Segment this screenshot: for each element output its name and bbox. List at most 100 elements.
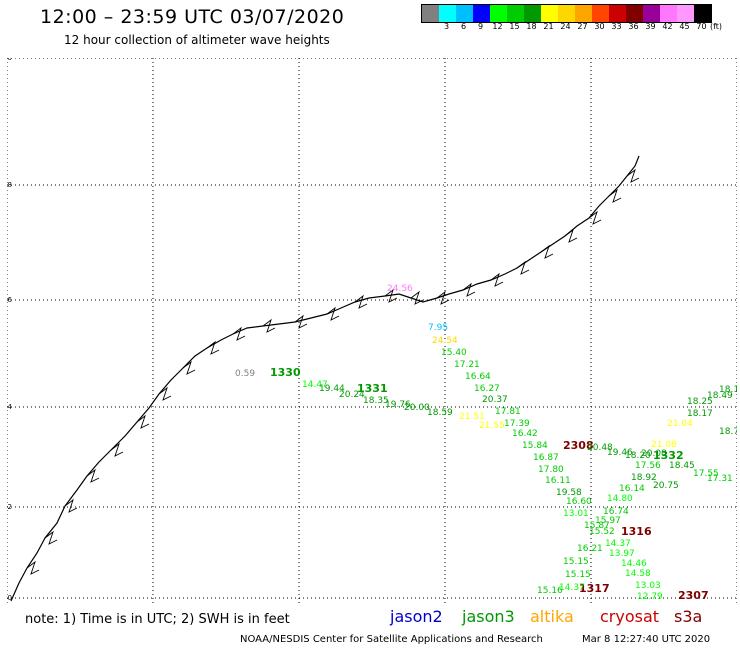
wave-height-reading: 16.74 — [603, 507, 629, 517]
legend-label: 9 — [477, 22, 484, 31]
legend-swatch — [609, 5, 626, 22]
wave-height-reading: 15.52 — [589, 527, 615, 537]
wave-height-reading: 18.59 — [427, 408, 453, 418]
wave-height-reading: 18.49 — [707, 391, 733, 401]
legend-label: 36 — [628, 22, 639, 31]
wave-height-reading: 14.37 — [605, 539, 631, 549]
legend-swatch — [643, 5, 660, 22]
wave-height-reading: 21.08 — [651, 440, 677, 450]
coastline-fjord — [262, 318, 276, 333]
coastline-fjord — [110, 442, 124, 457]
coastline-fjord — [294, 314, 308, 329]
page-subtitle: 12 hour collection of altimeter wave hei… — [64, 33, 330, 47]
legend-label: 33 — [611, 22, 622, 31]
wave-height-reading: 19.46 — [607, 448, 633, 458]
wave-height-reading: 17.55 — [693, 469, 719, 479]
wave-height-reading: 14.37 — [559, 583, 585, 593]
wave-height-reading: 21.55 — [479, 421, 505, 431]
pass-label: 1316 — [621, 525, 652, 538]
wave-height-reading: 20.24 — [339, 390, 365, 400]
wave-height-reading: 16.21 — [577, 544, 603, 554]
legend-label: 21 — [543, 22, 554, 31]
wave-height-reading: 18.45 — [669, 461, 695, 471]
wave-height-reading: 17.56 — [635, 461, 661, 471]
legend-swatch — [439, 5, 456, 22]
wave-height-reading: 16.42 — [512, 429, 538, 439]
wave-height-reading: 18.92 — [631, 473, 657, 483]
coastline-fjord — [326, 306, 340, 321]
wave-height-reading: 13.01 — [563, 509, 589, 519]
legend-label: 45 — [679, 22, 690, 31]
wave-height-reading: 18.25 — [687, 397, 713, 407]
pass-label: 1331 — [357, 382, 388, 395]
legend-swatch — [473, 5, 490, 22]
coastline-fjord — [564, 228, 578, 243]
legend-label: 39 — [645, 22, 656, 31]
latitude-label: 60 — [7, 594, 12, 602]
legend-swatch — [456, 5, 473, 22]
pass-label: 2308 — [563, 439, 594, 452]
coastline-fjord — [384, 288, 398, 303]
wave-height-reading: 18.20 — [625, 451, 651, 461]
wave-height-reading: 7.95 — [428, 323, 448, 333]
wave-height-reading: 16.14 — [619, 484, 645, 494]
wave-height-reading: 20.75 — [653, 481, 679, 491]
legend-label: 12 — [492, 22, 503, 31]
wave-height-reading: 18.35 — [363, 396, 389, 406]
coastline-fjord — [516, 260, 530, 275]
wave-height-reading: 18.73 — [719, 427, 737, 437]
wave-height-reading: 24.54 — [432, 336, 458, 346]
wave-height-reading: 16.60 — [566, 497, 592, 507]
coastline-fjord — [64, 498, 78, 513]
coastline-fjord — [410, 290, 424, 305]
satellite-jason2: jason2 — [390, 607, 443, 626]
coastline-fjord — [608, 188, 622, 203]
wave-height-reading: 20.08 — [641, 449, 667, 459]
wave-height-reading: 14.58 — [625, 569, 651, 579]
wave-height-reading: 20.48 — [587, 443, 613, 453]
coastline-fjord — [540, 244, 554, 259]
wave-height-reading: 14.46 — [621, 559, 647, 569]
wave-height-reading: 21.51 — [459, 412, 485, 422]
legend-swatch — [422, 5, 439, 22]
coastline-fjord — [354, 294, 368, 309]
wave-height-reading: 13.03 — [635, 581, 661, 591]
coastline-fjord — [232, 326, 246, 341]
credit-line: NOAA/NESDIS Center for Satellite Applica… — [240, 634, 543, 645]
coastline-fjord — [490, 272, 504, 287]
coastline-fjord — [136, 414, 150, 429]
wave-height-reading: 15.87 — [584, 521, 610, 531]
legend-swatch — [507, 5, 524, 22]
wave-height-reading: 19.76 — [385, 400, 411, 410]
wave-height-reading: 15.97 — [595, 516, 621, 526]
coastline-fjord — [86, 468, 100, 483]
latitude-label: 62 — [7, 503, 12, 511]
legend-label: 27 — [577, 22, 588, 31]
wave-height-reading: 21.04 — [667, 419, 693, 429]
coastline-fjord — [626, 168, 640, 183]
coastline-fjord — [158, 386, 172, 401]
wave-height-reading: 19.44 — [319, 384, 345, 394]
pass-label: 2307 — [678, 589, 709, 602]
satellite-cryosat: cryosat — [600, 607, 660, 626]
legend-label: 6 — [460, 22, 467, 31]
color-legend — [421, 4, 712, 23]
latitude-label: 70 — [7, 58, 12, 62]
wave-height-reading: 17.81 — [495, 407, 521, 417]
wave-height-reading: 0.59 — [235, 369, 255, 379]
wave-height-reading: 20.00 — [404, 403, 430, 413]
latitude-label: 68 — [7, 181, 12, 189]
satellite-jason3: jason3 — [462, 607, 515, 626]
coastline-fjord — [182, 360, 196, 375]
color-legend-labels: 3 6 9 12 15 18 21 24 27 30 33 36 39 42 45 70 (ft) — [421, 22, 740, 36]
legend-swatch — [541, 5, 558, 22]
legend-swatch — [524, 5, 541, 22]
satellite-s3a: s3a — [674, 607, 703, 626]
wave-height-reading: 17.80 — [538, 465, 564, 475]
legend-label: 70 — [696, 22, 707, 31]
wave-height-reading: 12.79 — [637, 592, 663, 602]
wave-height-reading: 17.31 — [707, 474, 733, 484]
wave-height-reading: 14.80 — [607, 494, 633, 504]
footer-note: note: 1) Time is in UTC; 2) SWH is in fe… — [25, 612, 290, 627]
wave-height-reading: 16.64 — [465, 372, 491, 382]
